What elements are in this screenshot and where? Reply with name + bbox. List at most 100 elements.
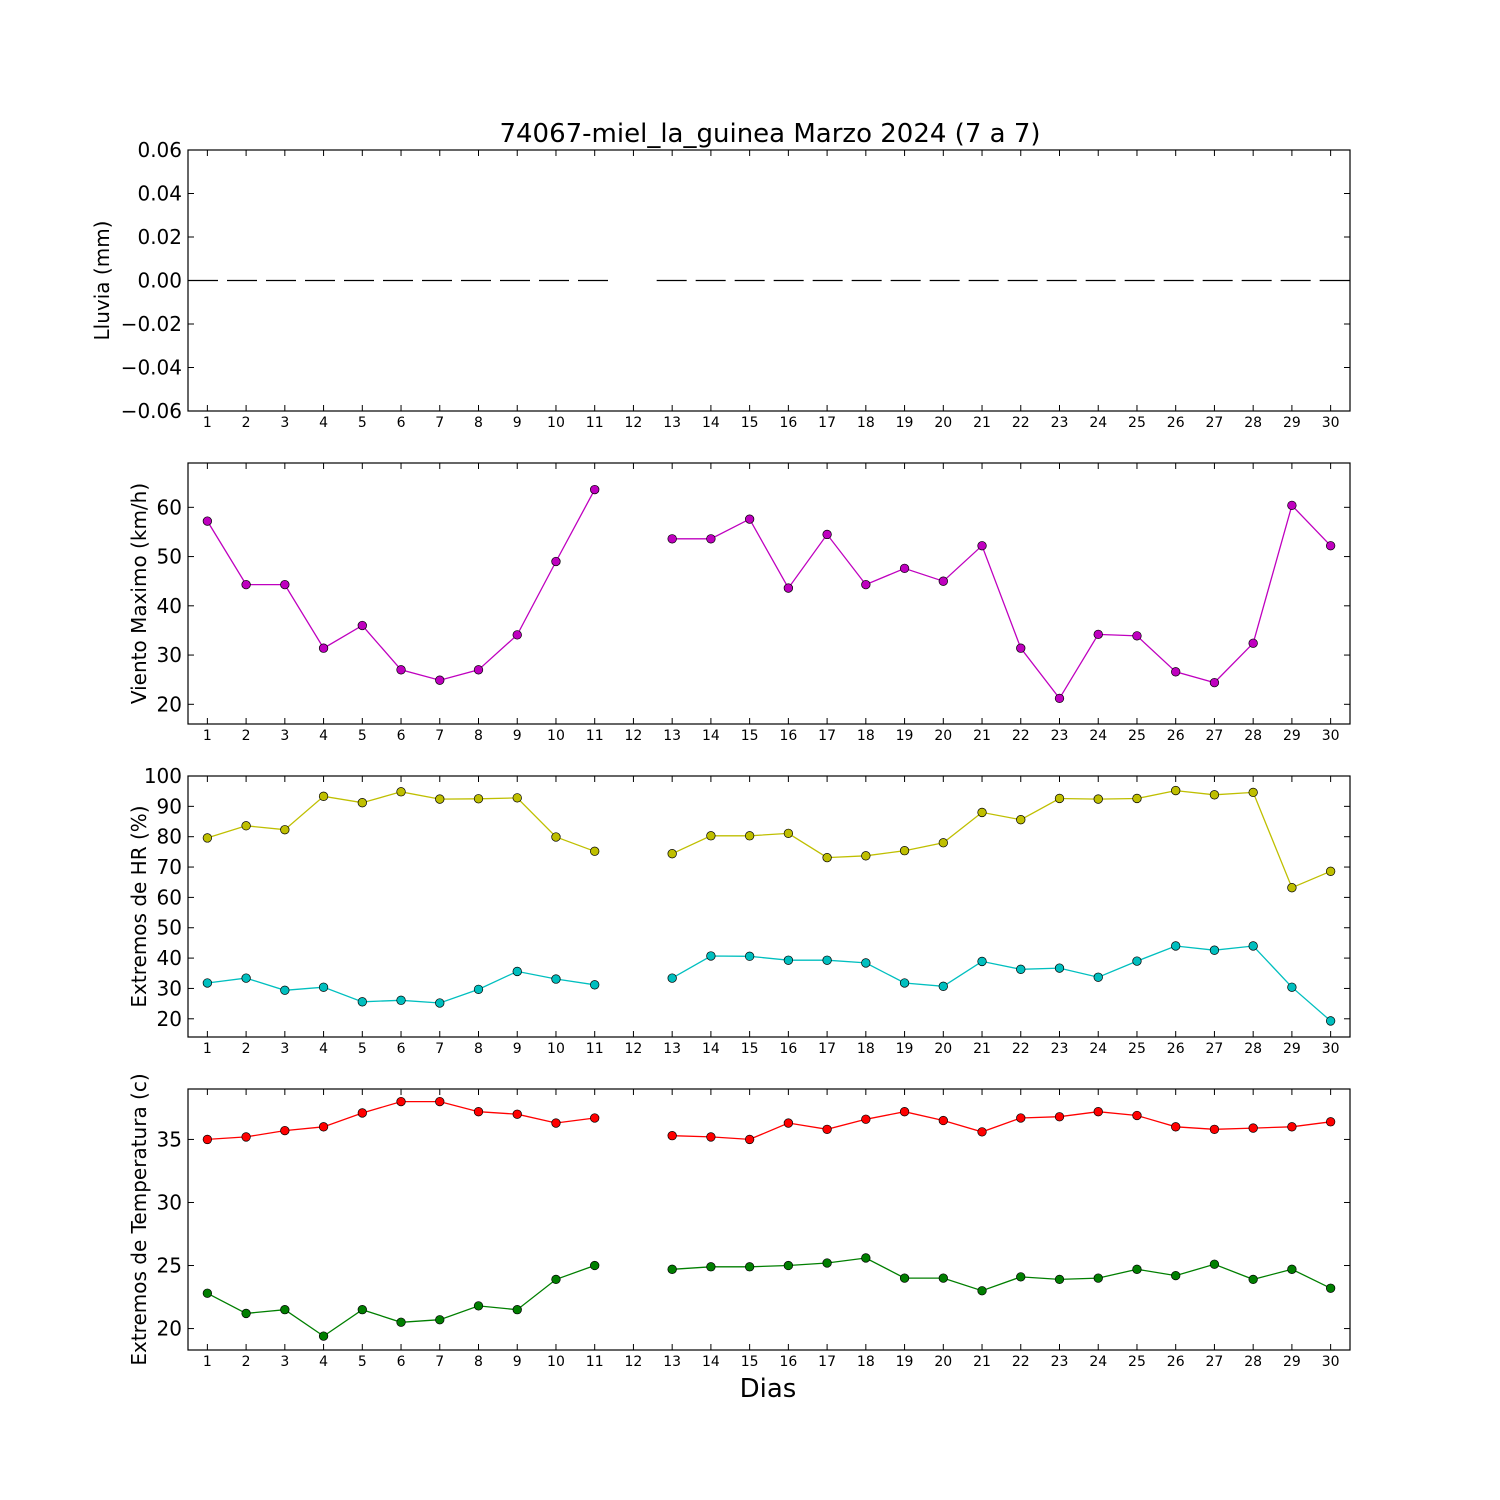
x-tick-label: 18 [857,1354,875,1370]
x-tick-label: 22 [1012,1354,1030,1370]
x-tick-label: 5 [358,1354,367,1370]
x-tick-label: 25 [1128,728,1146,744]
x-tick-label: 20 [934,728,952,744]
data-point [396,665,406,675]
x-tick-label: 16 [779,728,797,744]
data-point [938,576,948,586]
x-tick-label: 24 [1089,1041,1107,1057]
x-tick-label: 13 [663,1041,681,1057]
x-tick-label: 14 [702,1041,720,1057]
data-point [899,563,910,574]
data-point [357,620,367,631]
data-point [706,1132,716,1142]
x-tick-label: 18 [857,1041,875,1057]
y-axis-label: Extremos de HR (%) [127,805,151,1007]
y-tick-label: 30 [157,976,182,1000]
data-point [1132,793,1142,804]
x-tick-label: 2 [242,415,251,431]
x-tick-label: 9 [513,415,522,431]
x-tick-label: 1 [203,415,212,431]
x-tick-label: 30 [1322,415,1340,431]
x-tick-label: 13 [663,728,681,744]
data-point [551,1118,561,1128]
plot-frame [187,149,1351,412]
x-tick-label: 25 [1128,1041,1146,1057]
x-tick-label: 17 [818,728,836,744]
data-point [667,534,677,544]
data-point [1054,793,1065,804]
data-point [551,556,561,567]
y-tick-label: 20 [157,692,182,716]
data-point [396,1096,406,1107]
plot-frame [187,462,1351,725]
x-tick-label: 15 [741,1041,759,1057]
x-tick-label: 30 [1322,728,1340,744]
series-line [206,489,1332,700]
y-tick-label: 20 [157,1007,182,1031]
data-point [435,675,445,685]
data-point [861,1114,871,1124]
data-point [1325,866,1336,876]
x-tick-label: 16 [779,1041,797,1057]
x-tick-label: 20 [934,1354,952,1370]
series-2 [202,941,1336,1026]
data-point [744,1262,755,1272]
data-point [512,793,522,803]
x-tick-label: 21 [973,728,991,744]
x-tick-label: 7 [435,1041,444,1057]
data-point [357,798,367,808]
x-tick-label: 7 [435,728,444,744]
data-point [318,982,329,992]
x-tick-label: 2 [242,1354,251,1370]
data-point [783,955,794,965]
data-point [357,1108,367,1118]
series-1 [202,785,1336,893]
y-tick-label: 0.02 [137,225,182,249]
data-point [706,951,716,961]
x-tick-label: 18 [857,728,875,744]
data-point [977,807,987,818]
data-point [202,516,213,526]
x-tick-label: 4 [319,415,328,431]
x-tick-label: 16 [779,415,797,431]
data-point [202,978,213,988]
x-tick-label: 15 [741,1354,759,1370]
y-tick-label: 90 [157,794,182,818]
x-tick-label: 22 [1012,1041,1030,1057]
x-tick-label: 11 [586,415,604,431]
data-point [744,831,755,841]
data-point [473,1301,484,1311]
data-point [1171,1122,1181,1132]
data-point [590,980,600,990]
x-tick-label: 14 [702,728,720,744]
data-point [1093,1273,1103,1283]
data-point [396,1317,406,1327]
x-tick-label: 22 [1012,415,1030,431]
data-point [318,791,329,801]
data-point [241,1308,251,1319]
x-tick-label: 30 [1322,1041,1340,1057]
x-tick-label: 27 [1206,1354,1224,1370]
data-point [1209,790,1220,800]
x-tick-label: 8 [474,415,483,431]
x-tick-label: 21 [973,1354,991,1370]
x-tick-label: 4 [319,1354,328,1370]
data-point [899,846,910,856]
x-tick-label: 3 [280,1354,289,1370]
data-point [590,1113,600,1123]
data-point [783,1118,794,1128]
x-tick-label: 19 [896,415,914,431]
y-tick-label: 20 [157,1317,182,1341]
data-point [590,484,600,495]
data-point [822,529,832,540]
data-point [473,665,484,675]
x-tick-label: 11 [586,1041,604,1057]
x-tick-label: 7 [435,415,444,431]
data-point [1171,785,1181,796]
data-point [861,958,871,968]
data-point [1054,1112,1065,1122]
data-point [783,583,794,593]
series-line [207,1100,1331,1141]
